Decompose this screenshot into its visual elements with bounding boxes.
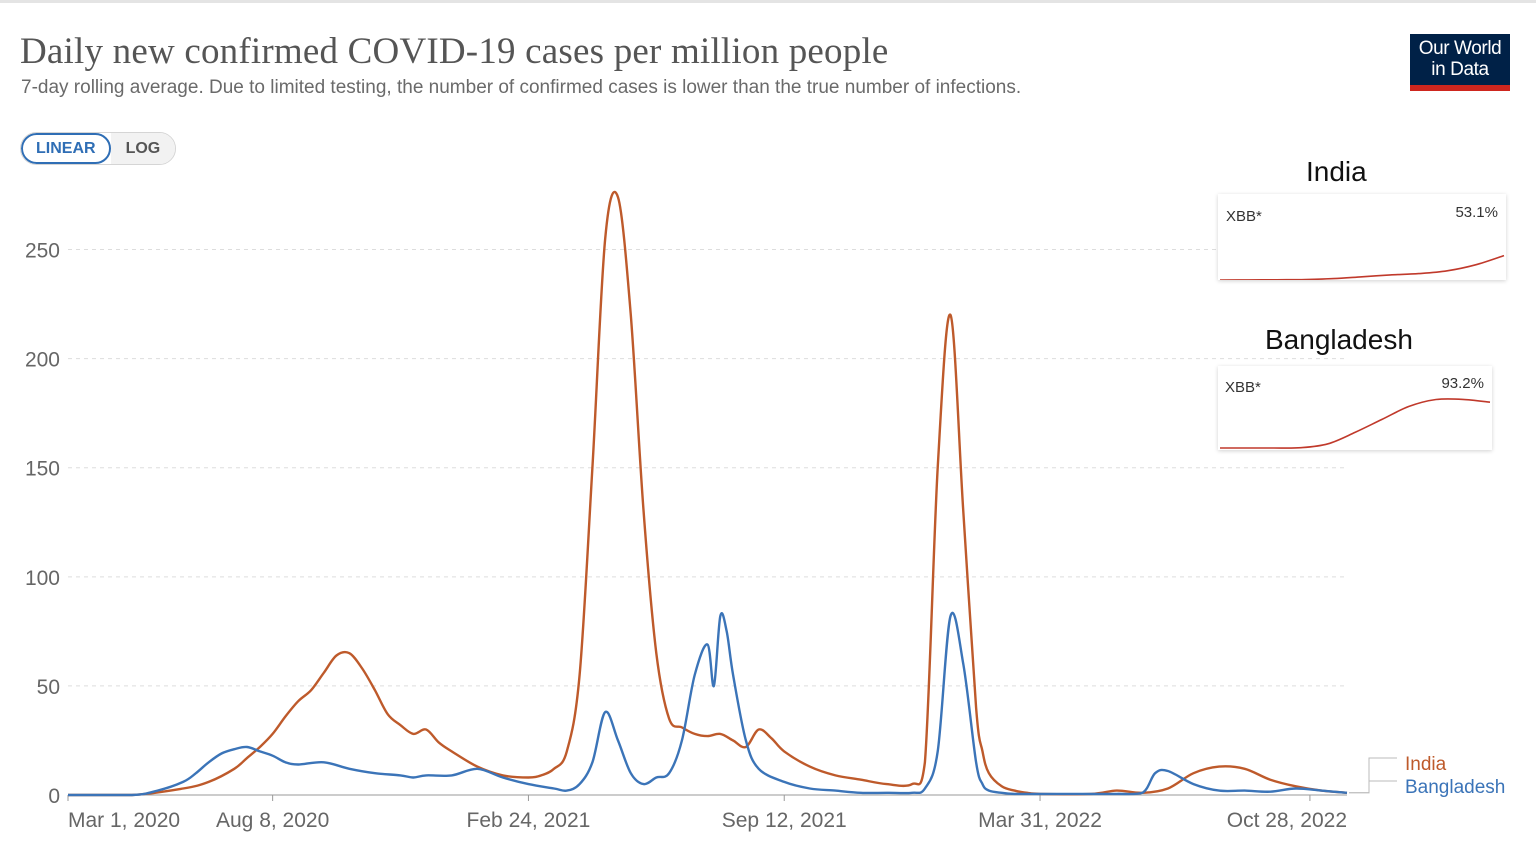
chart-title: Daily new confirmed COVID-19 cases per m… (20, 31, 889, 72)
logo-line-1: Our World (1418, 38, 1502, 59)
x-tick-label: Aug 8, 2020 (216, 809, 329, 832)
inset-title-india: India (1306, 156, 1367, 187)
x-tick-label: Oct 28, 2022 (1227, 809, 1347, 832)
y-tick-label: 250 (25, 240, 60, 263)
legend-connector (1349, 757, 1397, 794)
inset-share-line (1219, 254, 1505, 280)
x-tick-label: Sep 12, 2021 (722, 809, 847, 832)
legend-label-india: India (1405, 754, 1447, 775)
inset-share-line (1220, 398, 1491, 449)
series-line-india (68, 190, 1348, 797)
series-line-bangladesh (68, 611, 1348, 797)
x-tick-label: Mar 1, 2020 (68, 809, 180, 832)
inset-share-value: 93.2% (1441, 375, 1484, 392)
y-tick-label: 100 (25, 567, 60, 590)
inset-india: XBB* 53.1% (1218, 194, 1506, 280)
inset-share-value: 53.1% (1455, 204, 1498, 221)
owid-logo[interactable]: Our World in Data (1410, 34, 1510, 91)
log-scale-button[interactable]: LOG (110, 133, 176, 164)
x-tick-label: Mar 31, 2022 (978, 809, 1102, 832)
linear-scale-button[interactable]: LINEAR (21, 133, 111, 164)
x-tick-label: Feb 24, 2021 (467, 809, 591, 832)
legend-connector (1349, 780, 1397, 794)
logo-red-bar (1410, 85, 1510, 91)
logo-line-2: in Data (1431, 59, 1489, 80)
inset-bangladesh: XBB* 93.2% (1218, 366, 1492, 450)
chart-subtitle: 7-day rolling average. Due to limited te… (21, 77, 1022, 98)
inset-title-bangladesh: Bangladesh (1265, 324, 1413, 355)
inset-variant-label: XBB* (1225, 379, 1261, 396)
y-tick-label: 50 (37, 676, 60, 699)
inset-variant-label: XBB* (1226, 208, 1262, 225)
y-tick-label: 0 (48, 785, 60, 808)
inset-sparkline-bangladesh (1220, 398, 1491, 449)
scale-toggle: LINEAR LOG (20, 132, 177, 165)
y-tick-label: 200 (25, 349, 60, 372)
legend-label-bangladesh: Bangladesh (1405, 777, 1505, 798)
inset-sparkline-india (1219, 254, 1505, 280)
y-tick-label: 150 (25, 458, 60, 481)
top-border (0, 0, 1536, 3)
